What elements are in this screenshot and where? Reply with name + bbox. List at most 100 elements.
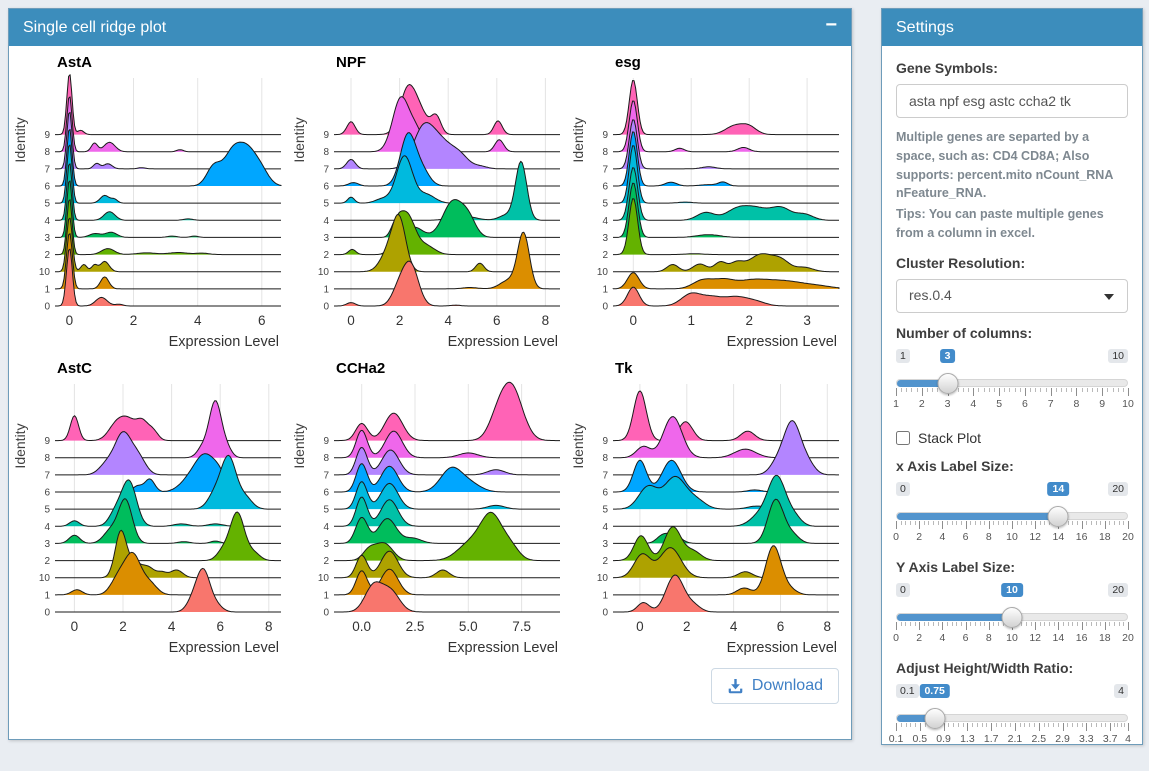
svg-text:8: 8 [45, 453, 51, 464]
stack-plot-label: Stack Plot [918, 429, 982, 446]
svg-text:4: 4 [45, 216, 51, 227]
svg-text:10: 10 [597, 573, 609, 584]
ridge-plot-panel: Single cell ridge plot − 9 8 7 6 5 4 3 2 10 1 0 0 2 4… [8, 8, 852, 740]
slider-fill [897, 512, 1058, 520]
svg-text:5.0: 5.0 [459, 619, 478, 634]
collapse-icon[interactable]: − [825, 14, 837, 36]
stack-plot-row[interactable]: Stack Plot [896, 430, 1128, 446]
svg-text:4: 4 [444, 313, 452, 328]
svg-text:0: 0 [71, 619, 79, 634]
svg-text:esg: esg [615, 54, 641, 71]
svg-text:9: 9 [45, 130, 51, 141]
columns-slider[interactable]: 1 10 3 1 2 3 4 5 6 7 8 9 10 [893, 348, 1134, 414]
settings-title: Settings [896, 18, 954, 36]
svg-text:0: 0 [45, 608, 51, 619]
svg-text:Expression Level: Expression Level [726, 640, 836, 656]
x-axis-slider-label: x Axis Label Size: [896, 457, 1014, 474]
svg-text:3: 3 [45, 539, 51, 550]
slider-value-badge: 10 [1001, 582, 1023, 597]
svg-text:9: 9 [45, 436, 51, 447]
slider-grid: 0 2 4 6 8 10 12 14 16 18 20 [893, 621, 1134, 648]
svg-text:Identity: Identity [292, 423, 307, 468]
svg-text:0: 0 [629, 313, 637, 328]
slider-max-badge: 4 [1114, 683, 1128, 698]
svg-text:6: 6 [258, 313, 266, 328]
svg-text:NPF: NPF [336, 54, 366, 71]
settings-panel: Settings Gene Symbols: Multiple genes ar… [881, 8, 1143, 745]
slider-min-badge: 0.1 [896, 683, 919, 698]
download-button[interactable]: Download [710, 668, 839, 704]
gene-symbols-input[interactable] [896, 84, 1128, 118]
slider-handle[interactable] [1047, 505, 1069, 527]
svg-text:4: 4 [729, 619, 737, 634]
ridge-plot-panel-header: Single cell ridge plot − [9, 9, 851, 46]
stack-plot-checkbox[interactable] [896, 430, 910, 445]
svg-text:6: 6 [45, 182, 51, 193]
svg-text:CCHa2: CCHa2 [336, 360, 385, 377]
svg-text:4: 4 [602, 522, 608, 533]
svg-text:3: 3 [602, 233, 608, 244]
slider-min-badge: 0 [896, 481, 910, 496]
panel-title: Single cell ridge plot [23, 18, 167, 36]
svg-text:0.0: 0.0 [352, 619, 371, 634]
slider-fill [897, 613, 1012, 621]
x-axis-size-slider[interactable]: 0 20 14 0 2 4 6 8 10 12 14 16 18 20 [893, 481, 1134, 547]
svg-text:8: 8 [323, 453, 329, 464]
svg-text:Expression Level: Expression Level [448, 640, 558, 656]
svg-text:5: 5 [602, 505, 608, 516]
slider-track[interactable] [896, 372, 1128, 394]
svg-text:1: 1 [687, 313, 695, 328]
svg-text:4: 4 [194, 313, 202, 328]
svg-text:9: 9 [323, 436, 329, 447]
slider-value-badge: 3 [939, 348, 956, 363]
svg-text:0: 0 [602, 302, 608, 313]
svg-text:4: 4 [323, 522, 329, 533]
y-axis-size-slider[interactable]: 0 20 10 0 2 4 6 8 10 12 14 16 18 20 [893, 582, 1134, 648]
svg-text:0: 0 [347, 313, 355, 328]
svg-text:5: 5 [602, 199, 608, 210]
svg-text:2: 2 [323, 250, 329, 261]
svg-text:1: 1 [602, 590, 608, 601]
cluster-resolution-label: Cluster Resolution: [896, 254, 1026, 271]
svg-text:9: 9 [323, 130, 329, 141]
svg-text:1: 1 [602, 284, 608, 295]
svg-text:7.5: 7.5 [512, 619, 531, 634]
slider-track[interactable] [896, 606, 1128, 628]
svg-text:10: 10 [39, 267, 51, 278]
svg-text:8: 8 [542, 313, 550, 328]
slider-handle[interactable] [937, 372, 959, 394]
slider-value-badge: 0.75 [919, 683, 950, 698]
cluster-resolution-select[interactable]: res.0.4 [896, 278, 1128, 313]
slider-min-badge: 1 [896, 348, 910, 363]
plots-grid: 9 8 7 6 5 4 3 2 10 1 0 0 2 4 6 AstA Identity Expression L… [9, 46, 851, 660]
slider-grid: 1 2 3 4 5 6 7 8 9 10 [893, 387, 1134, 414]
svg-text:Tk: Tk [615, 360, 633, 377]
ratio-slider[interactable]: 0.1 4 0.75 0.1 0.5 0.9 1.3 1.7 2.1 2.5 2.9 3.3 3.… [889, 683, 1131, 749]
svg-text:2: 2 [120, 619, 128, 634]
slider-track[interactable] [896, 707, 1128, 729]
svg-text:10: 10 [318, 267, 330, 278]
svg-text:2.5: 2.5 [406, 619, 425, 634]
svg-text:2: 2 [602, 556, 608, 567]
svg-text:6: 6 [217, 619, 225, 634]
svg-text:4: 4 [602, 216, 608, 227]
svg-text:8: 8 [45, 147, 51, 158]
slider-track[interactable] [896, 505, 1128, 527]
slider-handle[interactable] [924, 707, 946, 729]
svg-text:7: 7 [45, 470, 51, 481]
svg-text:2: 2 [323, 556, 329, 567]
slider-handle[interactable] [1001, 606, 1023, 628]
svg-text:Expression Level: Expression Level [726, 334, 836, 350]
slider-fill [897, 714, 936, 722]
slider-max-badge: 10 [1108, 348, 1128, 363]
slider-grid: 0.1 0.5 0.9 1.3 1.7 2.1 2.5 2.9 3.3 3.7 4 [889, 722, 1131, 749]
svg-text:AstC: AstC [57, 360, 92, 377]
svg-text:1: 1 [323, 590, 329, 601]
svg-text:5: 5 [323, 199, 329, 210]
